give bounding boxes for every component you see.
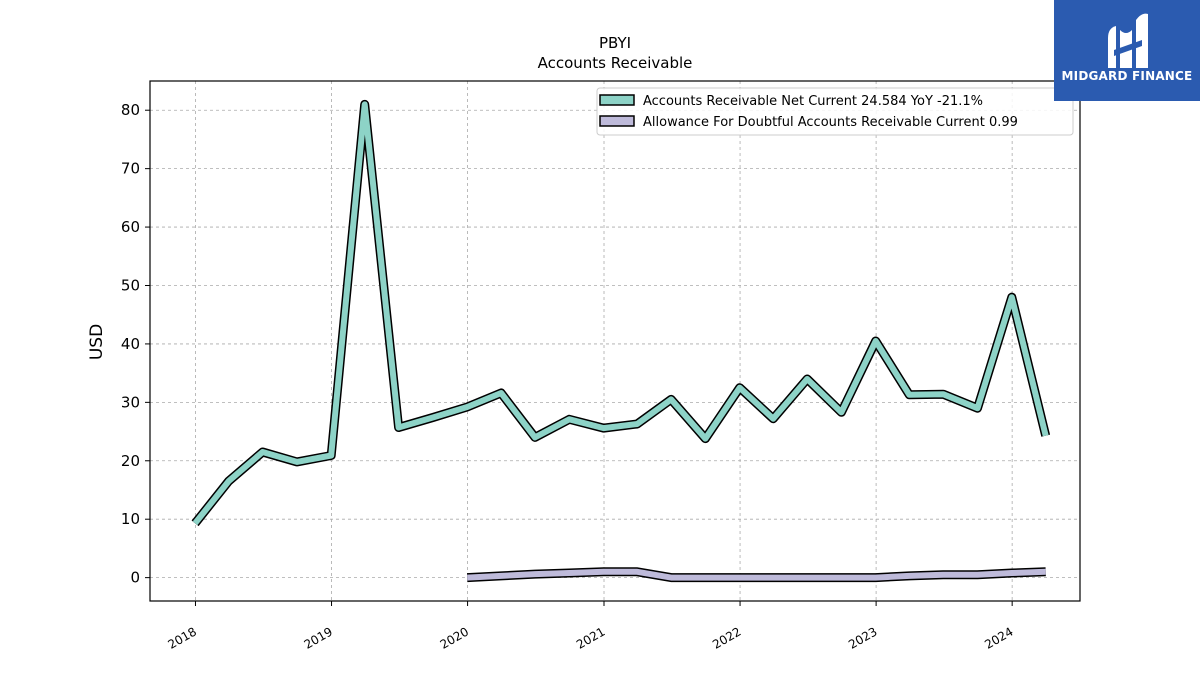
legend-swatch: [599, 94, 635, 106]
plot-frame: [149, 80, 1081, 602]
chart-subtitle: Accounts Receivable: [538, 54, 693, 72]
legend-box: [596, 87, 1074, 136]
chart-title: PBYI: [599, 34, 631, 52]
x-axis: 2018 2019 2020 2021 2022 2023 2024: [166, 601, 1016, 652]
y-tick-label: 50: [121, 276, 140, 294]
y-tick-label: 30: [121, 393, 140, 411]
series-2-line: [467, 568, 1046, 581]
y-tick-label: 20: [121, 452, 140, 470]
legend: Accounts Receivable Net Current 24.584 Y…: [596, 87, 1074, 136]
x-tick-label: 2023: [846, 624, 879, 651]
x-tick-label: 2019: [302, 624, 335, 651]
y-axis-label: USD: [87, 324, 107, 360]
y-tick-label: 10: [121, 510, 140, 528]
midgard-logo-icon: [1108, 13, 1148, 69]
y-tick-label: 40: [121, 335, 140, 353]
x-tick-label: 2024: [982, 624, 1015, 651]
series-layer: [191, 99, 1051, 583]
legend-swatch: [599, 115, 635, 127]
x-tick-label: 2022: [710, 624, 743, 651]
logo-text: MIDGARD FINANCE: [1061, 69, 1193, 83]
x-tick-label: 2020: [438, 624, 471, 651]
series-1-line: [192, 101, 1049, 526]
legend-label: Accounts Receivable Net Current 24.584 Y…: [643, 94, 983, 109]
brand-logo: MIDGARD FINANCE: [1054, 0, 1200, 101]
y-axis: 0 10 20 30 40 50 60 70 80: [121, 101, 150, 587]
grid: [150, 81, 1080, 601]
x-tick-label: 2021: [574, 624, 607, 651]
y-tick-label: 80: [121, 101, 140, 119]
y-tick-label: 0: [130, 569, 140, 587]
x-tick-label: 2018: [166, 624, 199, 651]
legend-label: Allowance For Doubtful Accounts Receivab…: [643, 115, 1018, 130]
y-tick-label: 70: [121, 160, 140, 178]
y-tick-label: 60: [121, 218, 140, 236]
